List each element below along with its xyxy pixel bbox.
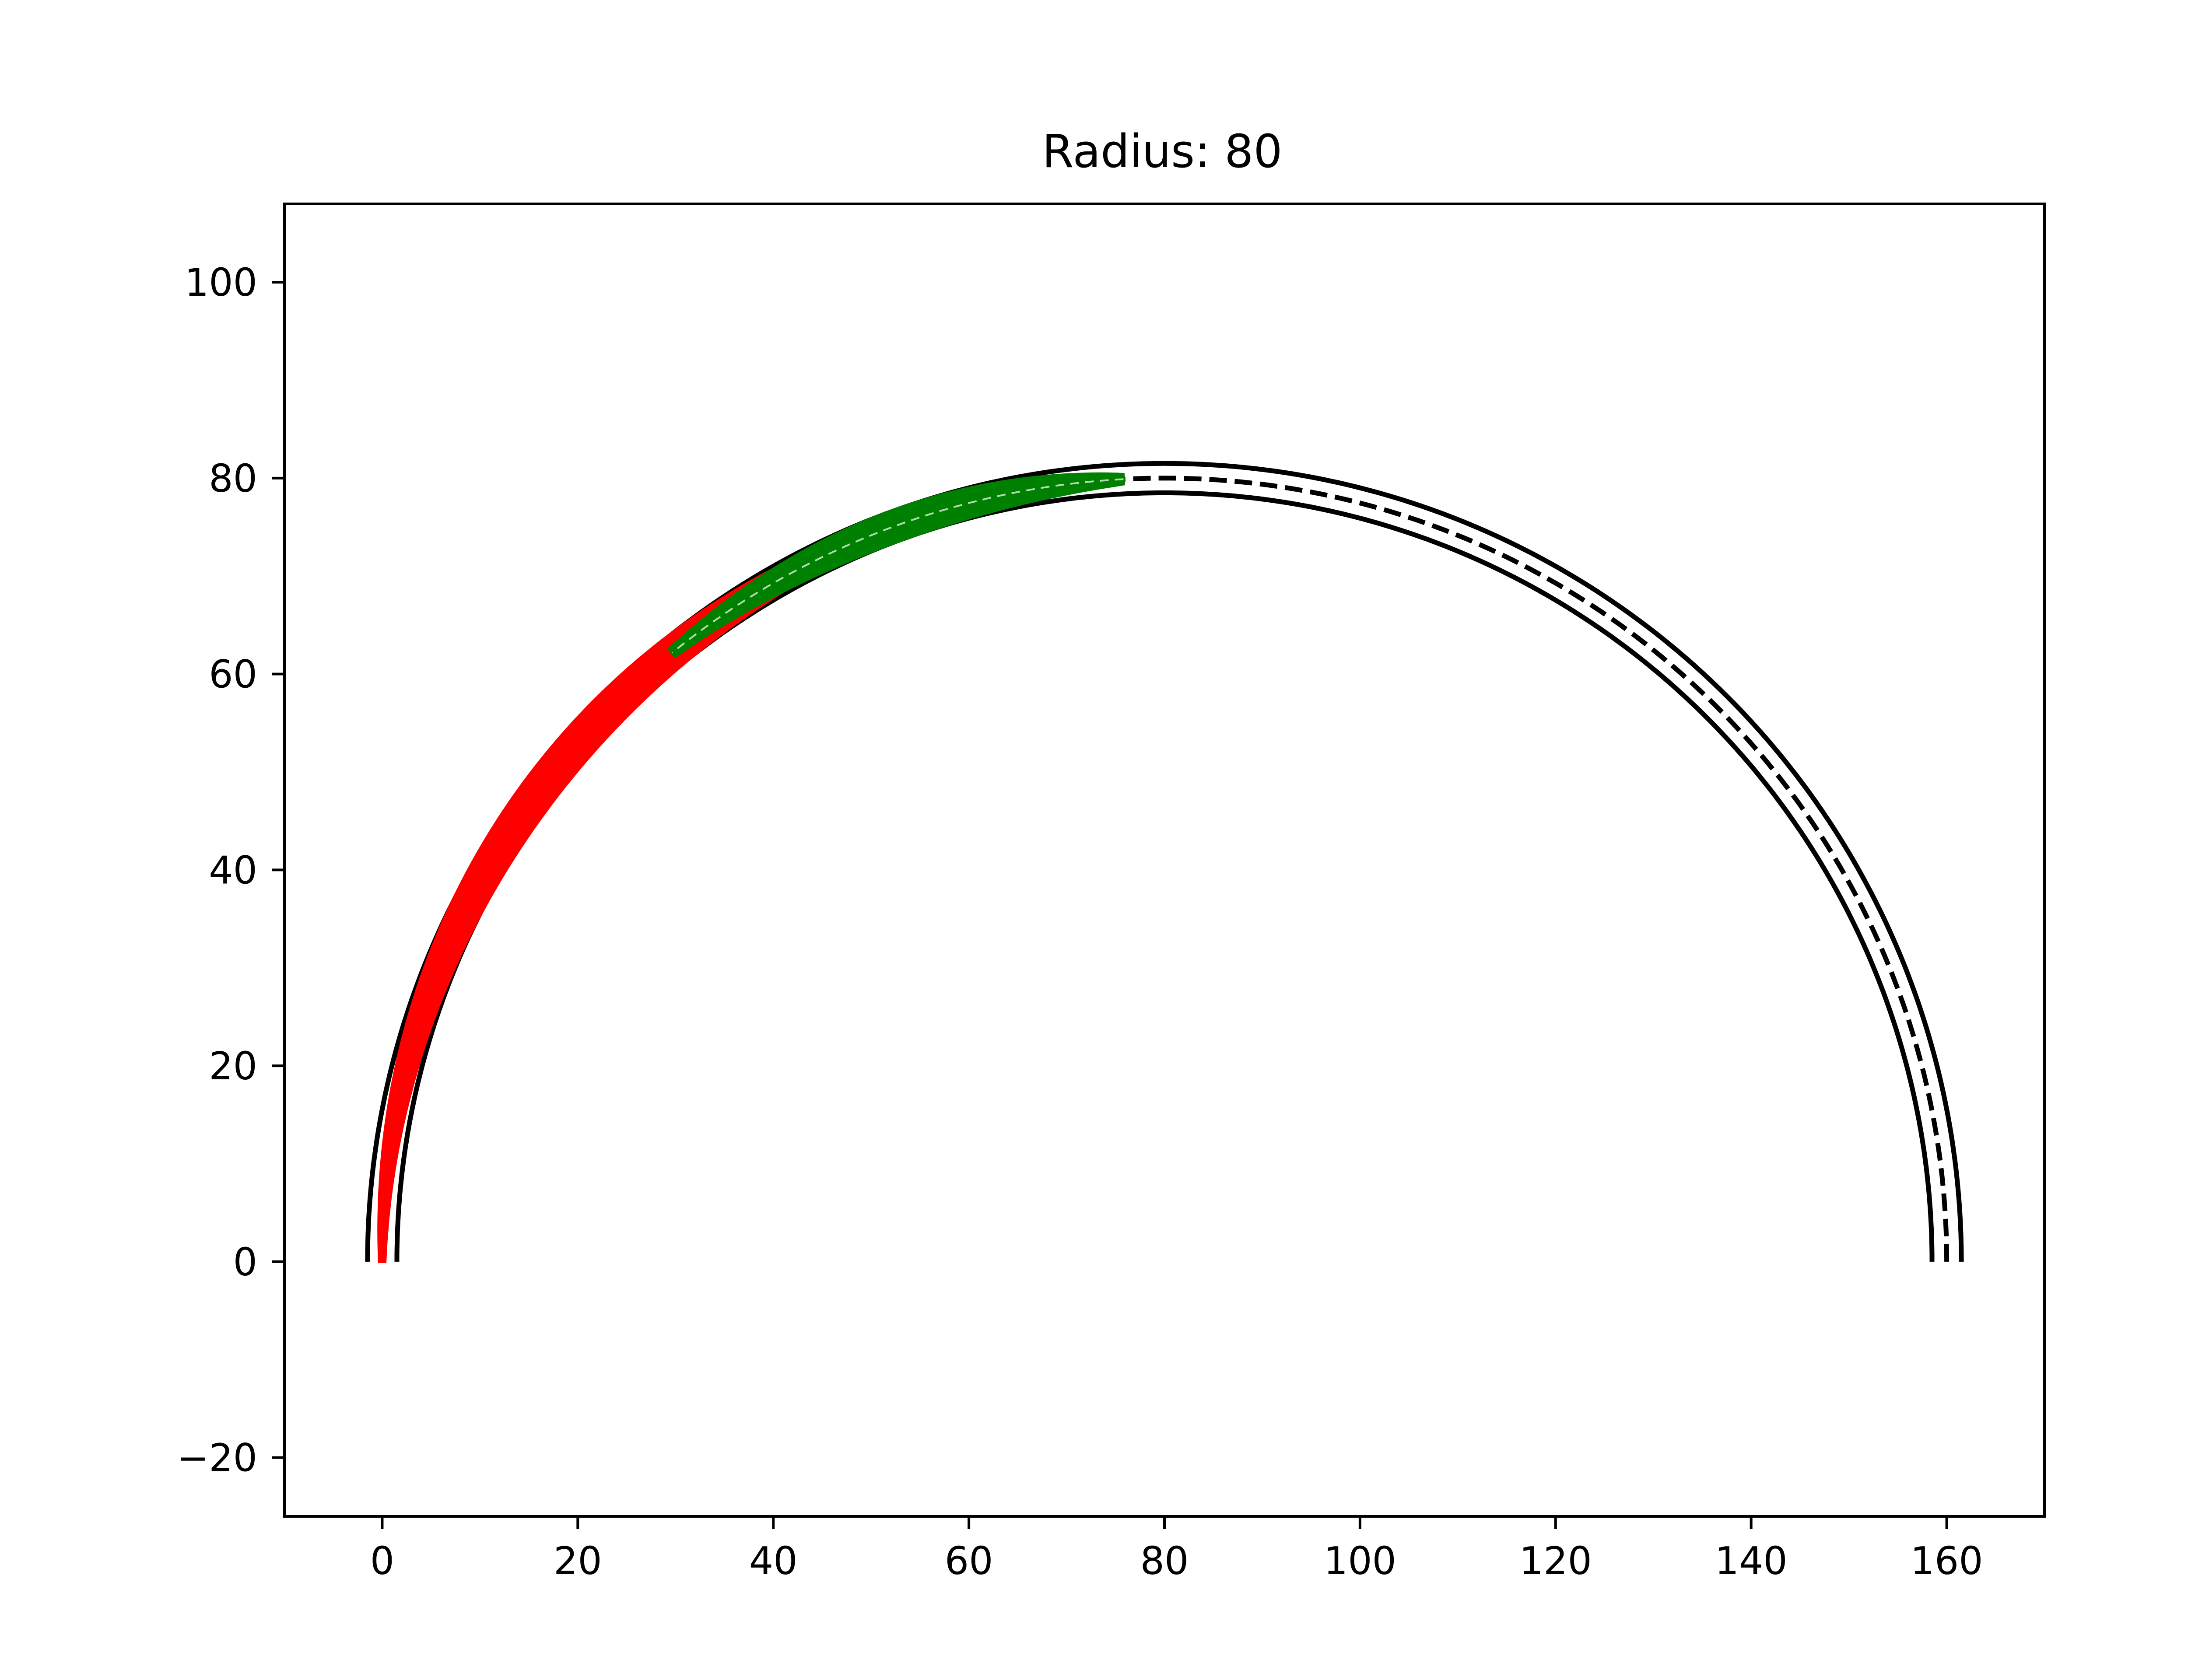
x-tick-label: 80	[1140, 1539, 1189, 1583]
chart-title: Radius: 80	[1042, 125, 1282, 178]
y-tick-label: 0	[233, 1240, 257, 1284]
x-tick-label: 100	[1324, 1539, 1396, 1583]
x-tick-label: 0	[370, 1539, 394, 1583]
y-tick-label: 40	[209, 848, 257, 892]
x-tick-label: 20	[554, 1539, 602, 1583]
y-tick-label: 20	[209, 1044, 257, 1088]
track-centerline	[379, 476, 1950, 1262]
x-tick-label: 60	[945, 1539, 993, 1583]
green-trajectory-band	[667, 472, 1126, 658]
axes: 0 20 40 60 80 100 120 140 160 −20 0 20 40 60 80 100	[177, 203, 2046, 1583]
y-tick-label: −20	[177, 1436, 257, 1480]
green-trajectory-centerline	[671, 478, 1124, 654]
x-tick-label: 120	[1519, 1539, 1592, 1583]
y-tick-label: 60	[209, 652, 257, 697]
x-tick-label: 140	[1715, 1539, 1788, 1583]
x-tick-label: 160	[1911, 1539, 1983, 1583]
plot-area	[365, 461, 1964, 1263]
y-tick-label: 80	[209, 456, 257, 501]
y-tick-label: 100	[185, 260, 257, 305]
x-tick-label: 40	[749, 1539, 798, 1583]
